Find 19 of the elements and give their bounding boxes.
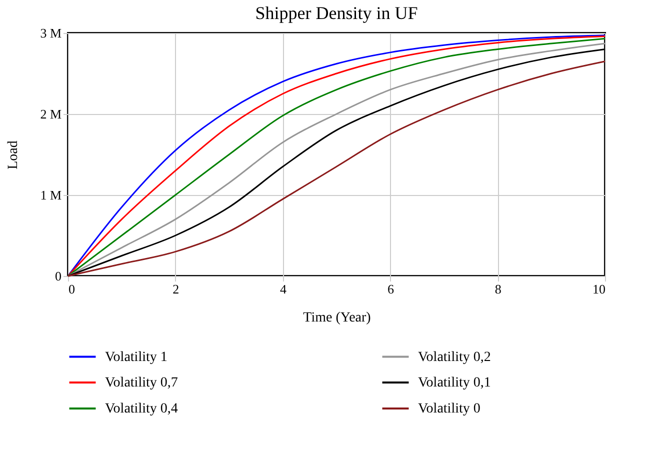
y-tick-label: 3 M xyxy=(40,26,62,40)
legend-label: Volatility 1 xyxy=(105,350,168,365)
legend-label: Volatility 0,1 xyxy=(418,376,491,390)
y-tick-label: 0 xyxy=(55,268,62,284)
x-tick-label: 10 xyxy=(592,282,606,296)
y-tick-label: 2 M xyxy=(40,106,62,122)
y-tick-label: 1 M xyxy=(40,188,62,202)
chart-title: Shipper Density in UF xyxy=(255,3,418,23)
legend-label: Volatility 0 xyxy=(418,402,480,416)
x-tick-label: 0 xyxy=(68,282,75,296)
x-tick-label: 4 xyxy=(280,282,288,296)
x-tick-label: 6 xyxy=(387,282,394,296)
y-axis-title: Load xyxy=(6,140,22,170)
legend-label: Volatility 0,4 xyxy=(105,402,178,416)
legend-label: Volatility 0,7 xyxy=(105,376,178,390)
legend-label: Volatility 0,2 xyxy=(418,350,491,365)
x-tick-label: 8 xyxy=(494,282,502,296)
x-tick-label: 2 xyxy=(172,282,180,296)
x-axis-title: Time (Year) xyxy=(303,310,372,326)
